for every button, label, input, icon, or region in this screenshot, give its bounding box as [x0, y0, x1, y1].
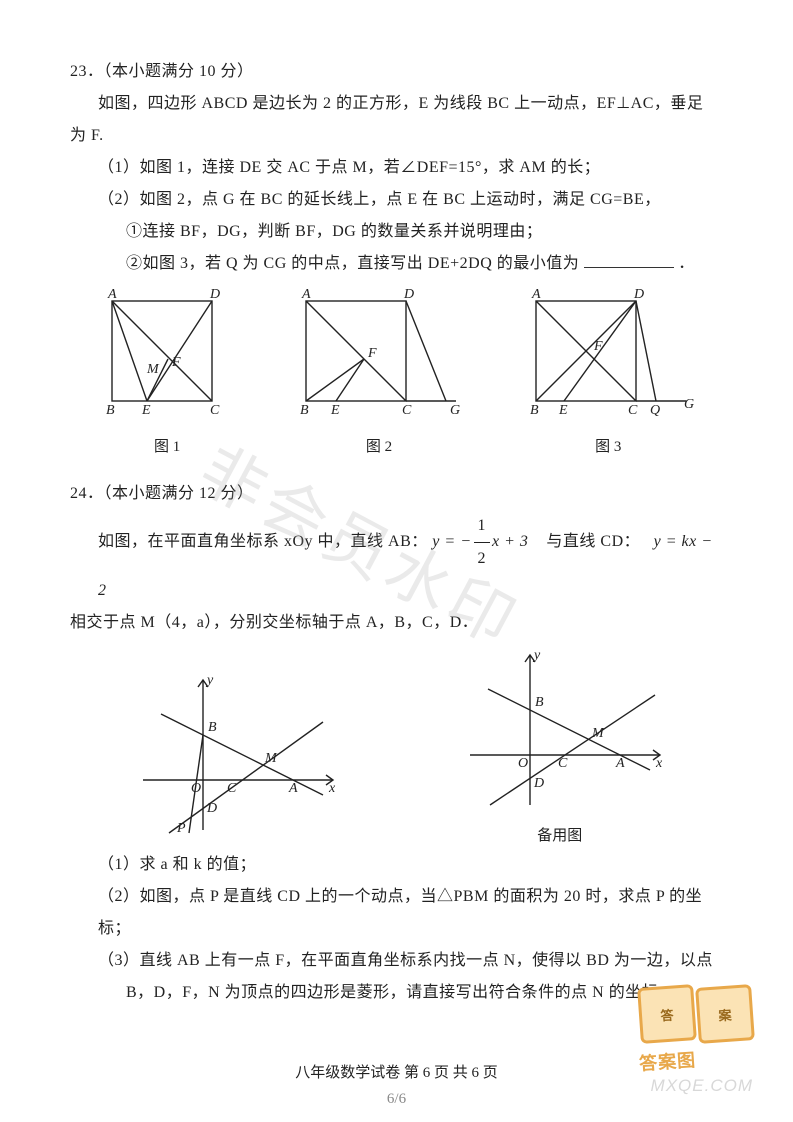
spacer	[70, 460, 723, 478]
q23-fig1: A D B C E M F 图 1	[92, 286, 242, 456]
eq1-num: 1	[474, 510, 491, 543]
lbl-D2: D	[533, 776, 544, 791]
lbl-O: O	[191, 781, 201, 796]
eq1-den: 2	[474, 543, 491, 575]
q23-fig1-cap: 图 1	[92, 435, 242, 456]
q23-p2b-period: ．	[678, 255, 695, 272]
q24-figure-row: y x O B A C D M P	[70, 645, 723, 845]
label-A3: A	[531, 287, 541, 302]
q24-p1: （1）求 a 和 k 的值；	[70, 849, 723, 881]
lbl-B2: B	[535, 695, 544, 710]
label-C3: C	[628, 403, 638, 418]
label-Q3: Q	[650, 403, 660, 418]
label-E3: E	[558, 403, 568, 418]
q23-p2: （2）如图 2，点 G 在 BC 的延长线上，点 E 在 BC 上运动时，满足 …	[70, 184, 723, 216]
eq1-tail: x + 3	[492, 533, 528, 550]
q24-header: 24．（本小题满分 12 分）	[70, 478, 723, 510]
lbl-C2: C	[558, 756, 568, 771]
lbl-y: y	[205, 673, 214, 688]
stamp-group: 答 案 答案图	[639, 986, 753, 1072]
q23-fig2: A D B C E F G 图 2	[286, 286, 471, 456]
q23-p1: （1）如图 1，连接 DE 交 AC 于点 M，若∠DEF=15°，求 AM 的…	[70, 152, 723, 184]
lbl-P: P	[176, 821, 186, 836]
lbl-C: C	[227, 781, 237, 796]
label-A: A	[107, 287, 117, 302]
label-B: B	[106, 403, 115, 418]
lbl-M2: M	[591, 726, 605, 741]
q23-stem-1: 如图，四边形 ABCD 是边长为 2 的正方形，E 为线段 BC 上一动点，EF…	[70, 88, 723, 120]
eq1-y: y	[432, 533, 440, 550]
q23-header: 23．（本小题满分 10 分）	[70, 56, 723, 88]
q23-fig3: A D B C E F Q G 图 3	[516, 286, 701, 456]
stamp-square-1: 答	[637, 984, 697, 1044]
q24-p2: （2）如图，点 P 是直线 CD 上的一个动点，当△PBM 的面积为 20 时，…	[70, 881, 723, 945]
label-D3: D	[633, 287, 644, 302]
label-C: C	[210, 403, 220, 418]
q24-p3b: B，D，F，N 为顶点的四边形是菱形，请直接写出符合条件的点 N 的坐标．	[70, 977, 723, 1009]
lbl-O2: O	[518, 756, 528, 771]
label-E: E	[141, 403, 151, 418]
lbl-x2: x	[655, 756, 663, 771]
url-watermark: MXQE.COM	[651, 1076, 753, 1096]
lbl-y2: y	[532, 648, 541, 663]
label-G3: G	[684, 397, 694, 412]
q24-p3a: （3）直线 AB 上有一点 F，在平面直角坐标系内找一点 N，使得以 BD 为一…	[70, 945, 723, 977]
label-M: M	[146, 362, 160, 377]
q24-stem-a: 如图，在平面直角坐标系 xOy 中，直线 AB：	[98, 533, 428, 550]
blank-fill	[584, 253, 674, 268]
label-D: D	[209, 287, 220, 302]
label-F: F	[171, 355, 181, 370]
q23-fig2-cap: 图 2	[286, 435, 471, 456]
lbl-M: M	[264, 751, 278, 766]
q23-fig3-cap: 图 3	[516, 435, 701, 456]
lbl-A2: A	[615, 756, 625, 771]
stamp-text: 答案图	[638, 1042, 754, 1076]
label-F2: F	[367, 346, 377, 361]
q24-stem-b: 与直线 CD：	[546, 533, 640, 550]
label-F3: F	[593, 339, 603, 354]
label-G2: G	[450, 403, 460, 418]
q23-p2a: ①连接 BF，DG，判断 BF，DG 的数量关系并说明理由；	[70, 216, 723, 248]
label-E2: E	[330, 403, 340, 418]
label-A2: A	[301, 287, 311, 302]
q24-fig-right-cap: 备用图	[450, 824, 670, 845]
q24-stem: 如图，在平面直角坐标系 xOy 中，直线 AB： y = −12x + 3 与直…	[70, 510, 723, 607]
q23-p2b-text: ②如图 3，若 Q 为 CG 的中点，直接写出 DE+2DQ 的最小值为	[126, 255, 579, 272]
lbl-D: D	[206, 801, 217, 816]
q24-fig-left: y x O B A C D M P	[123, 670, 343, 845]
lbl-x: x	[328, 781, 336, 796]
q24-fig-right: y x O B A C D M 备用图	[450, 645, 670, 845]
q23-figure-row: A D B C E M F 图 1 A	[70, 286, 723, 456]
lbl-A: A	[288, 781, 298, 796]
q24-stem2: 相交于点 M（4，a），分别交坐标轴于点 A，B，C，D．	[70, 607, 723, 639]
label-D2: D	[403, 287, 414, 302]
eq1: y = −12x + 3	[432, 533, 533, 550]
label-B2: B	[300, 403, 309, 418]
lbl-B: B	[208, 720, 217, 735]
stamp-square-2: 案	[695, 984, 755, 1044]
label-C2: C	[402, 403, 412, 418]
eq1-eq: = −	[440, 533, 472, 550]
label-B3: B	[530, 403, 539, 418]
q23-stem-2: 为 F.	[70, 120, 723, 152]
page: 23．（本小题满分 10 分） 如图，四边形 ABCD 是边长为 2 的正方形，…	[0, 0, 793, 1122]
q23-p2b: ②如图 3，若 Q 为 CG 的中点，直接写出 DE+2DQ 的最小值为 ．	[70, 248, 723, 280]
